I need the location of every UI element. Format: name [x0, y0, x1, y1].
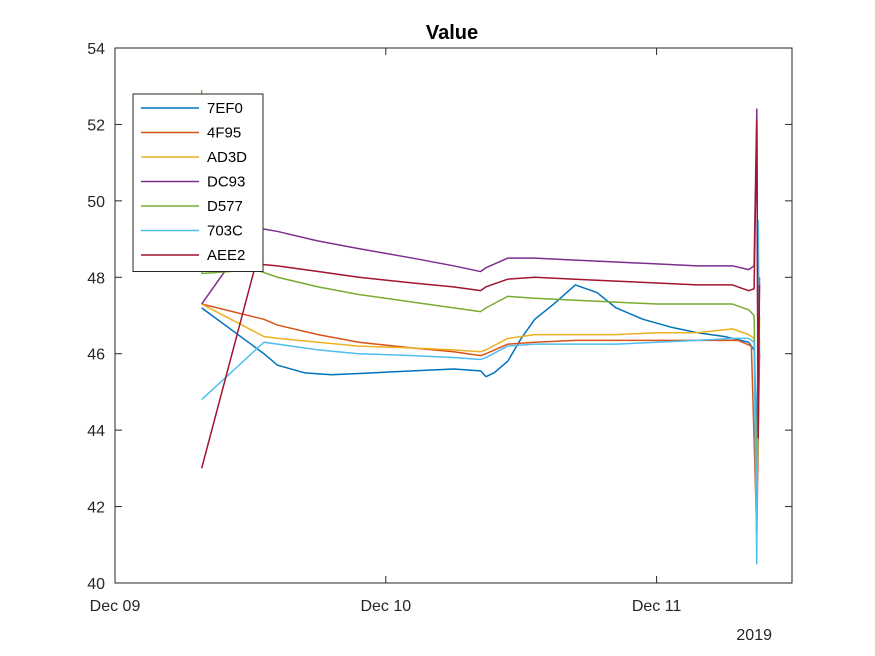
y-tick-label: 50: [87, 194, 105, 211]
legend-label-d577: D577: [207, 198, 243, 215]
chart-title: Value: [426, 22, 478, 44]
axis-ticks: 40 42 44 46 48 50 52 54 Dec 09 Dec 10 Dec 11: [87, 41, 792, 615]
x-tick-label: Dec 10: [360, 598, 411, 615]
series-line-ad3d: [201, 303, 761, 489]
legend: 7EF0 4F95 AD3D DC93 D577 703C AEE2: [132, 93, 264, 272]
legend-label-4f95: 4F95: [207, 125, 241, 142]
y-tick-label: 40: [87, 576, 105, 593]
series-line-aee2: [200, 119, 761, 469]
series-line-703c: [201, 219, 761, 565]
series-line-7ef0: [201, 284, 761, 431]
axes-frame: [114, 47, 793, 584]
legend-label-aee2: AEE2: [207, 247, 245, 264]
legend-box: [132, 93, 264, 272]
series-line-d577: [200, 90, 761, 500]
y-tick-label: 48: [87, 270, 105, 287]
y-tick-label: 54: [87, 41, 105, 58]
legend-label-7ef0: 7EF0: [207, 100, 243, 117]
x-tick-label: Dec 09: [90, 598, 141, 615]
series-line-4f95: [201, 303, 761, 535]
legend-label-ad3d: AD3D: [207, 149, 247, 166]
y-tick-label: 52: [87, 117, 105, 134]
legend-label-703c: 703C: [207, 223, 243, 240]
y-tick-label: 46: [87, 347, 105, 364]
series-line-dc93: [201, 108, 761, 412]
legend-label-dc93: DC93: [207, 174, 245, 191]
y-tick-label: 42: [87, 500, 105, 517]
x-axis-year-label: 2019: [736, 627, 772, 644]
series-lines: [200, 90, 761, 565]
x-tick-label: Dec 11: [632, 598, 682, 615]
y-tick-label: 44: [87, 423, 105, 440]
